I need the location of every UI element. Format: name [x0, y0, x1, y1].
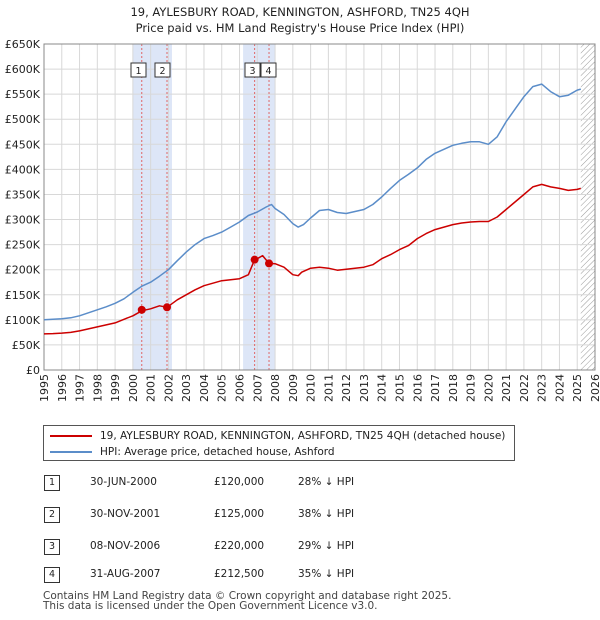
x-tick-label: 2007	[251, 374, 264, 402]
x-tick-label: 2017	[429, 374, 442, 402]
sale-point	[265, 259, 274, 268]
sale-point	[162, 303, 171, 312]
transaction-date: 30-JUN-2000	[90, 476, 157, 488]
y-tick-label: £500K	[5, 113, 41, 126]
x-tick-label: 2000	[127, 374, 140, 402]
sale-point	[137, 305, 146, 314]
transaction-hpi: 38% ↓ HPI	[298, 508, 355, 520]
price-line-swatch	[50, 435, 92, 437]
attribution-footer: Contains HM Land Registry data © Crown c…	[43, 590, 452, 612]
x-tick-label: 1995	[38, 374, 51, 402]
price-series-line	[43, 183, 582, 335]
y-tick-label: £600K	[5, 63, 41, 76]
legend-price-label: 19, AYLESBURY ROAD, KENNINGTON, ASHFORD,…	[100, 430, 506, 442]
x-tick-label: 2026	[589, 374, 600, 402]
x-tick-label: 2014	[376, 374, 389, 402]
x-tick-label: 2010	[305, 374, 318, 402]
sale-period-shading	[243, 44, 276, 370]
plot-frame	[43, 43, 596, 371]
x-tick-label: 2024	[553, 374, 566, 402]
x-tick-label: 2006	[234, 374, 247, 402]
transaction-row: 4 31-AUG-2007 £212,500 35% ↓ HPI	[44, 566, 444, 586]
transaction-number: 3	[44, 539, 60, 555]
x-tick-label: 2025	[571, 374, 584, 402]
legend-hpi-label: HPI: Average price, detached house, Ashf…	[100, 446, 335, 458]
legend-item-hpi: HPI: Average price, detached house, Ashf…	[50, 444, 335, 460]
sale-number-label: 3	[249, 66, 255, 77]
sale-number-box	[244, 62, 261, 78]
chart-subtitle: Price paid vs. HM Land Registry's House …	[136, 21, 465, 35]
y-tick-label: £150K	[5, 289, 41, 302]
x-tick-label: 2008	[269, 374, 282, 402]
sale-number-box	[260, 62, 277, 78]
transaction-row: 1 30-JUN-2000 £120,000 28% ↓ HPI	[44, 474, 444, 494]
hpi-series-line	[43, 83, 582, 321]
x-tick-label: 2015	[393, 374, 406, 402]
transaction-number: 2	[44, 507, 60, 523]
x-tick-label: 2021	[500, 374, 513, 402]
x-tick-label: 2003	[180, 374, 193, 402]
y-tick-label: £200K	[5, 264, 41, 277]
x-tick-label: 2018	[447, 374, 460, 402]
transaction-date: 31-AUG-2007	[90, 568, 161, 580]
x-tick-label: 2022	[518, 374, 531, 402]
hpi-line-swatch	[50, 451, 92, 453]
chart-legend: 19, AYLESBURY ROAD, KENNINGTON, ASHFORD,…	[43, 425, 515, 461]
y-tick-label: £250K	[5, 239, 41, 252]
legend-item-price: 19, AYLESBURY ROAD, KENNINGTON, ASHFORD,…	[50, 428, 505, 444]
y-tick-label: £50K	[12, 339, 41, 352]
sale-point	[250, 255, 259, 264]
footer-line-2: This data is licensed under the Open Gov…	[43, 600, 378, 612]
transaction-hpi: 29% ↓ HPI	[298, 540, 355, 552]
x-tick-label: 1996	[56, 374, 69, 402]
transaction-date: 30-NOV-2001	[90, 508, 161, 520]
footer-line-1: Contains HM Land Registry data © Crown c…	[43, 590, 452, 602]
transaction-date: 08-NOV-2006	[90, 540, 161, 552]
sale-number-label: 4	[265, 66, 271, 77]
y-tick-label: £350K	[5, 188, 41, 201]
transaction-price: £220,000	[214, 540, 265, 552]
transaction-price: £120,000	[214, 476, 265, 488]
transaction-hpi: 28% ↓ HPI	[298, 476, 355, 488]
x-tick-label: 2005	[216, 374, 229, 402]
y-tick-label: £650K	[5, 38, 41, 51]
x-tick-label: 2019	[465, 374, 478, 402]
x-tick-label: 2012	[340, 374, 353, 402]
x-tick-label: 1997	[74, 374, 87, 402]
transaction-row: 2 30-NOV-2001 £125,000 38% ↓ HPI	[44, 506, 444, 526]
x-tick-label: 2001	[145, 374, 158, 402]
y-tick-label: £550K	[5, 88, 41, 101]
sale-period-shading	[132, 44, 172, 370]
x-tick-label: 2020	[482, 374, 495, 402]
transaction-number: 1	[44, 475, 60, 491]
sale-number-label: 2	[159, 66, 165, 77]
x-tick-label: 2023	[536, 374, 549, 402]
transaction-hpi: 35% ↓ HPI	[298, 568, 355, 580]
y-tick-label: £400K	[5, 163, 41, 176]
x-tick-label: 2011	[322, 374, 335, 402]
y-tick-label: £300K	[5, 214, 41, 227]
sale-number-box	[154, 62, 171, 78]
x-tick-label: 2013	[358, 374, 371, 402]
x-tick-label: 1998	[91, 374, 104, 402]
transaction-number: 4	[44, 567, 60, 583]
forecast-hatch	[580, 44, 595, 370]
y-tick-label: £0	[26, 364, 40, 377]
chart-title: 19, AYLESBURY ROAD, KENNINGTON, ASHFORD,…	[130, 5, 469, 19]
x-tick-label: 2009	[287, 374, 300, 402]
x-tick-label: 2004	[198, 374, 211, 402]
transaction-price: £125,000	[214, 508, 265, 520]
x-tick-label: 1999	[109, 374, 122, 402]
price-chart: 19, AYLESBURY ROAD, KENNINGTON, ASHFORD,…	[5, 5, 600, 402]
y-tick-label: £100K	[5, 314, 41, 327]
y-tick-label: £450K	[5, 138, 41, 151]
transaction-price: £212,500	[214, 568, 265, 580]
transaction-row: 3 08-NOV-2006 £220,000 29% ↓ HPI	[44, 538, 444, 558]
x-tick-label: 2002	[162, 374, 175, 402]
sale-number-label: 1	[135, 66, 141, 77]
x-tick-label: 2016	[411, 374, 424, 402]
sale-number-box	[130, 62, 147, 78]
